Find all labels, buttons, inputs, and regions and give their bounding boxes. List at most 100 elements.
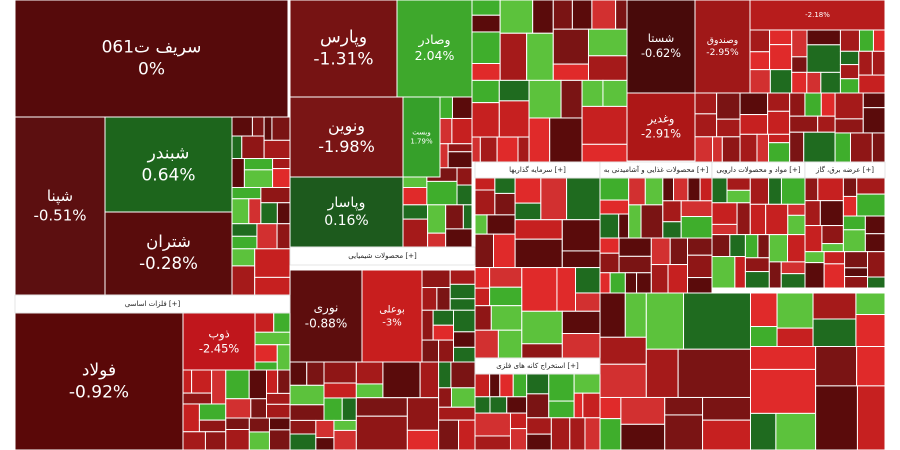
filler-tile xyxy=(382,361,421,399)
filler-tile xyxy=(787,214,806,236)
filler-tile xyxy=(812,292,857,320)
filler-tile xyxy=(182,431,206,450)
filler-tile xyxy=(664,414,704,450)
filler-tile xyxy=(514,219,563,240)
filler-tile xyxy=(787,203,806,216)
filler-tile xyxy=(438,387,452,408)
tile xyxy=(402,96,441,178)
filler-tile xyxy=(767,92,791,112)
filler-tile xyxy=(426,180,458,206)
filler-tile xyxy=(687,177,701,202)
filler-tile xyxy=(768,133,791,144)
filler-tile xyxy=(517,136,530,163)
filler-tile xyxy=(791,56,808,73)
tile-value: -0.88% xyxy=(305,316,347,330)
filler-tile xyxy=(438,406,476,421)
filler-tile xyxy=(306,361,325,386)
filler-tile xyxy=(526,433,552,450)
filler-tile xyxy=(702,396,751,421)
filler-tile xyxy=(421,287,438,311)
filler-tile xyxy=(823,263,846,289)
filler-tile xyxy=(499,0,534,34)
filler-tile xyxy=(250,398,268,419)
filler-tile xyxy=(514,202,542,221)
tile xyxy=(104,116,233,213)
section-header xyxy=(804,161,886,179)
tile xyxy=(14,116,106,296)
filler-tile xyxy=(438,96,453,119)
filler-tile xyxy=(571,0,593,30)
section-title: مواد و محصولات دارویی [+] xyxy=(716,166,800,174)
filler-tile xyxy=(856,385,886,450)
filler-tile xyxy=(499,373,514,398)
filler-tile xyxy=(333,419,357,431)
filler-tile xyxy=(490,305,523,331)
filler-tile xyxy=(315,437,335,450)
filler-tile xyxy=(549,117,583,163)
filler-tile xyxy=(849,132,873,163)
filler-tile xyxy=(486,214,516,235)
filler-tile xyxy=(355,397,408,417)
filler-tile xyxy=(599,213,620,239)
filler-tile xyxy=(421,339,440,363)
filler-tile xyxy=(489,396,508,414)
filler-tile xyxy=(243,158,274,171)
filler-tile xyxy=(769,44,793,71)
filler-tile xyxy=(821,243,844,253)
filler-tile xyxy=(241,135,265,160)
filler-tile xyxy=(315,419,335,439)
section-header xyxy=(14,294,291,314)
filler-tile xyxy=(749,368,817,414)
tile-value: -2.45% xyxy=(199,341,239,355)
filler-tile xyxy=(499,32,528,81)
filler-tile xyxy=(587,55,628,81)
filler-tile xyxy=(581,79,604,107)
filler-tile xyxy=(406,397,440,431)
filler-tile xyxy=(834,132,851,163)
filler-tile xyxy=(834,92,864,120)
filler-tile xyxy=(711,234,731,258)
filler-tile xyxy=(271,116,291,141)
filler-tile xyxy=(768,261,782,289)
filler-tile xyxy=(736,202,751,236)
filler-tile xyxy=(804,92,822,117)
filler-tile xyxy=(451,96,473,119)
filler-tile xyxy=(263,116,273,141)
filler-tile xyxy=(550,417,571,450)
filler-tile xyxy=(581,105,628,145)
filler-tile xyxy=(820,92,836,117)
filler-tile xyxy=(266,392,291,405)
filler-tile xyxy=(734,256,746,289)
filler-tile xyxy=(716,92,741,120)
section-title: استخراج کانه های فلزی [+] xyxy=(496,362,579,370)
filler-tile xyxy=(644,177,664,206)
filler-tile xyxy=(489,373,501,398)
filler-tile xyxy=(251,116,265,137)
filler-tile xyxy=(458,419,476,450)
filler-tile xyxy=(650,264,669,294)
filler-tile xyxy=(806,29,841,46)
tile-value: -3% xyxy=(382,318,401,329)
filler-tile xyxy=(289,404,325,421)
tile-name: وصادر xyxy=(417,32,450,48)
filler-tile xyxy=(225,417,250,431)
filler-tile xyxy=(225,369,250,400)
filler-tile xyxy=(272,168,291,188)
filler-tile xyxy=(506,396,528,414)
filler-tile xyxy=(834,118,864,134)
filler-tile xyxy=(474,233,495,269)
tile-name: وپاسار xyxy=(327,195,366,211)
filler-tile xyxy=(225,398,252,419)
filler-tile xyxy=(494,192,516,216)
filler-tile xyxy=(739,92,769,116)
filler-tile xyxy=(182,403,200,433)
filler-tile xyxy=(867,251,886,278)
filler-tile xyxy=(198,403,227,421)
filler-tile xyxy=(858,29,874,52)
filler-tile xyxy=(471,102,500,138)
filler-tile xyxy=(272,158,291,170)
filler-tile xyxy=(471,79,500,104)
filler-tile xyxy=(669,237,689,266)
filler-tile xyxy=(561,250,601,269)
filler-tile xyxy=(749,51,771,71)
